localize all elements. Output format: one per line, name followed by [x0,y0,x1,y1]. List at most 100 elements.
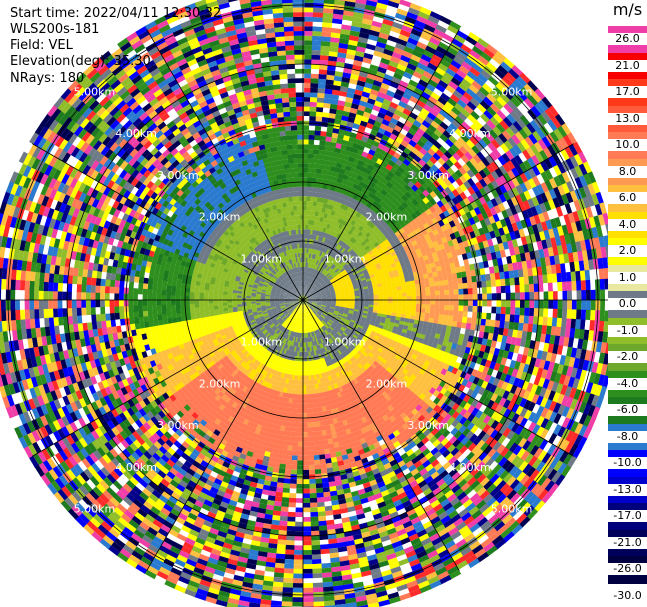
velocity-cell [318,271,322,277]
velocity-cell [323,253,328,259]
velocity-cell [337,133,345,140]
velocity-cell [337,218,343,224]
velocity-cell [435,24,449,35]
velocity-cell [402,71,414,80]
velocity-cell [481,287,487,295]
velocity-cell [309,205,314,211]
velocity-cell [325,84,335,90]
velocity-cell [312,158,319,164]
velocity-cell [345,0,358,3]
velocity-cell [336,227,342,234]
velocity-cell [385,110,396,119]
velocity-cell [389,81,401,90]
velocity-cell [341,24,353,31]
velocity-cell [565,271,572,283]
velocity-cell [305,281,308,287]
velocity-cell [340,144,349,151]
velocity-cell [418,36,431,47]
velocity-cell [368,34,380,42]
velocity-cell [307,163,314,169]
velocity-cell [328,175,335,182]
velocity-cell [412,49,425,59]
velocity-cell [303,158,309,164]
velocity-cell [380,103,391,111]
velocity-cell [324,88,334,95]
velocity-cell [313,7,325,13]
velocity-cell [329,229,335,236]
velocity-cell [310,68,321,75]
velocity-cell [362,57,374,65]
velocity-cell [505,285,511,294]
velocity-cell [439,15,453,26]
velocity-cell [310,92,319,98]
velocity-cell [486,286,492,295]
velocity-cell [580,280,587,292]
velocity-cell [308,215,313,221]
velocity-cell [310,268,314,274]
velocity-cell [308,134,316,140]
velocity-cell [334,0,347,6]
velocity-cell [367,0,380,3]
velocity-cell [337,0,347,2]
velocity-cell [384,44,397,53]
velocity-cell [304,286,307,291]
velocity-cell [322,183,329,190]
velocity-cell [344,150,352,157]
velocity-cell [388,60,400,69]
velocity-cell [335,66,346,73]
velocity-cell [344,0,358,8]
velocity-cell [307,172,313,178]
velocity-cell [314,187,320,193]
velocity-cell [548,300,554,311]
velocity-cell [306,196,311,202]
velocity-cell [315,275,319,281]
velocity-cell [324,145,331,152]
velocity-cell [303,16,315,22]
velocity-cell [393,47,406,56]
velocity-cell [320,41,332,47]
velocity-cell [305,286,308,292]
velocity-cell [315,270,319,276]
velocity-cell [303,144,310,150]
velocity-cell [505,300,511,309]
velocity-cell [316,168,323,174]
velocity-cell [330,99,340,105]
velocity-cell [305,271,308,277]
velocity-cell [361,91,372,99]
velocity-cell [373,120,383,128]
velocity-cell [360,22,373,31]
velocity-cell [310,258,314,264]
velocity-cell [313,269,317,275]
velocity-cell [303,215,307,220]
velocity-cell [375,95,386,104]
velocity-cell [576,280,582,292]
velocity-cell [339,86,350,93]
velocity-cell [330,37,342,44]
velocity-cell [369,64,381,72]
velocity-cell [396,63,408,73]
velocity-cell [350,219,357,226]
velocity-cell [552,282,558,293]
velocity-cell [340,28,352,36]
velocity-cell [307,277,310,282]
velocity-cell [496,286,502,295]
velocity-cell [304,290,306,296]
velocity-cell [340,219,346,226]
velocity-cell [311,248,315,254]
velocity-cell [510,300,516,309]
velocity-cell [347,218,354,225]
velocity-cell [398,80,410,89]
velocity-cell [303,153,309,159]
velocity-cell [320,50,331,57]
velocity-cell [349,78,359,86]
velocity-cell [458,288,464,296]
velocity-cell [303,163,309,168]
velocity-cell [349,30,362,38]
velocity-cell [393,93,404,102]
velocity-cell [306,205,311,211]
velocity-cell [306,286,309,292]
velocity-cell [303,172,309,178]
velocity-cell [315,177,321,184]
velocity-cell [325,254,330,260]
velocity-cell [552,300,558,311]
